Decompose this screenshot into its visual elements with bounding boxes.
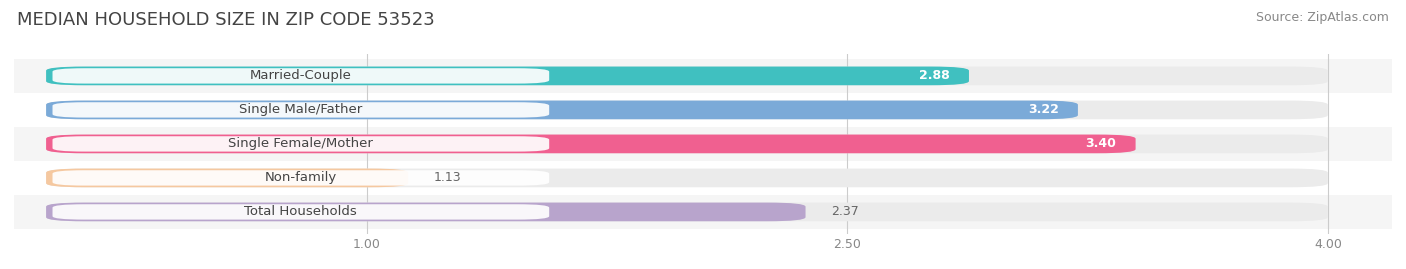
- Text: MEDIAN HOUSEHOLD SIZE IN ZIP CODE 53523: MEDIAN HOUSEHOLD SIZE IN ZIP CODE 53523: [17, 11, 434, 29]
- FancyBboxPatch shape: [46, 203, 1327, 221]
- FancyBboxPatch shape: [46, 169, 408, 187]
- FancyBboxPatch shape: [52, 204, 550, 220]
- FancyBboxPatch shape: [46, 101, 1327, 119]
- FancyBboxPatch shape: [46, 134, 1327, 153]
- FancyBboxPatch shape: [46, 66, 969, 85]
- Text: Single Female/Mother: Single Female/Mother: [228, 137, 373, 150]
- Text: 1.13: 1.13: [434, 171, 461, 185]
- FancyBboxPatch shape: [0, 161, 1406, 195]
- Text: Non-family: Non-family: [264, 171, 337, 185]
- Text: 3.40: 3.40: [1085, 137, 1116, 150]
- Text: Single Male/Father: Single Male/Father: [239, 103, 363, 116]
- FancyBboxPatch shape: [52, 136, 550, 152]
- Text: Source: ZipAtlas.com: Source: ZipAtlas.com: [1256, 11, 1389, 24]
- FancyBboxPatch shape: [52, 170, 550, 186]
- FancyBboxPatch shape: [0, 93, 1406, 127]
- Text: 3.22: 3.22: [1028, 103, 1059, 116]
- FancyBboxPatch shape: [52, 68, 550, 84]
- FancyBboxPatch shape: [52, 102, 550, 118]
- FancyBboxPatch shape: [46, 169, 1327, 187]
- Text: 2.88: 2.88: [920, 69, 949, 82]
- FancyBboxPatch shape: [0, 59, 1406, 93]
- FancyBboxPatch shape: [46, 66, 1327, 85]
- FancyBboxPatch shape: [0, 127, 1406, 161]
- Text: 2.37: 2.37: [831, 206, 859, 218]
- FancyBboxPatch shape: [46, 203, 806, 221]
- FancyBboxPatch shape: [0, 195, 1406, 229]
- Text: Married-Couple: Married-Couple: [250, 69, 352, 82]
- Text: Total Households: Total Households: [245, 206, 357, 218]
- FancyBboxPatch shape: [46, 101, 1078, 119]
- FancyBboxPatch shape: [46, 134, 1136, 153]
